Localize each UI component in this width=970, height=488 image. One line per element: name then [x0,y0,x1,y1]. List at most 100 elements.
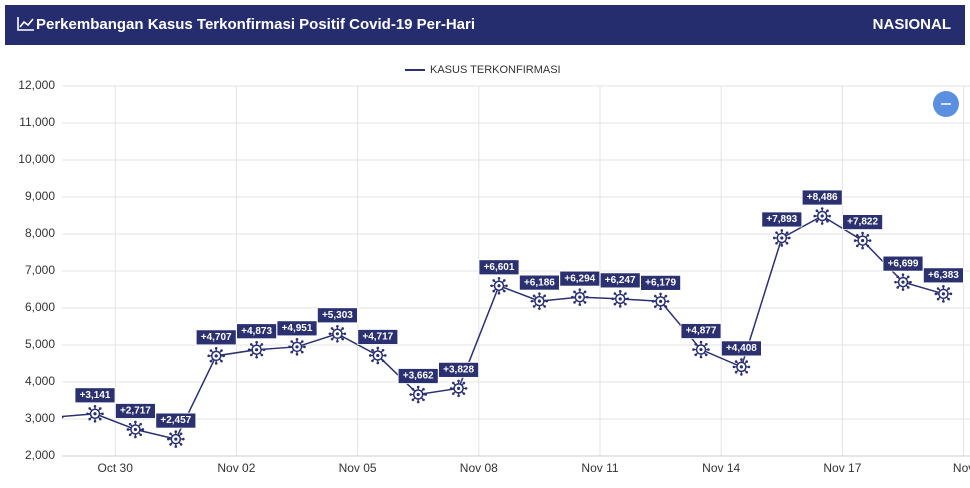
virus-marker [126,420,145,439]
virus-knob [694,353,697,357]
virus-knob [169,432,172,436]
virus-knob [775,231,778,234]
virus-knob [613,302,617,306]
data-label-box [438,361,480,378]
virus-knob [734,370,738,374]
virus-knob [901,273,905,276]
virus-knob [341,327,345,330]
x-tick-label: Nov [953,461,970,475]
virus-knob [745,370,749,374]
virus-knob [947,287,951,290]
virus-knob [573,301,576,304]
virus-knob [328,332,332,336]
x-tick-label: Nov 08 [460,461,498,475]
virus-marker [207,347,225,365]
y-tick-label: 11,000 [19,115,55,129]
virus-knob [381,348,385,352]
zoom-button[interactable] [933,91,959,117]
virus-marker [247,340,266,359]
virus-knob [93,404,97,408]
virus-core [578,295,582,299]
virus-knob [409,393,412,396]
y-tick-label: 12,000 [18,78,55,92]
virus-core [497,284,501,288]
virus-knob [93,419,97,423]
virus-knob [780,229,784,232]
y-tick-label: 4,000 [25,374,55,388]
data-label: +5,303 [322,310,353,321]
virus-knob [209,359,213,363]
virus-knob [868,239,872,242]
virus-knob [503,279,506,282]
virus-knob [694,342,697,346]
data-label-box [357,329,399,345]
virus-knob [788,236,791,240]
virus-knob [813,214,816,218]
virus-knob [624,302,627,306]
virus-knob [901,288,905,291]
virus-knob [611,297,614,301]
y-tick-label: 10,000 [18,152,55,166]
virus-knob [828,214,831,218]
virus-knob [222,354,225,358]
virus-knob [134,435,137,439]
series-line [62,215,944,440]
virus-knob [220,359,223,363]
virus-knob [290,340,293,343]
virus-knob [853,239,857,242]
data-label: +3,828 [443,365,474,376]
virus-knob [775,241,778,245]
virus-core [659,299,663,303]
data-label-box [640,274,681,291]
virus-knob [134,420,137,424]
virus-knob [416,385,420,389]
virus-knob [618,290,622,293]
virus-knob [128,422,132,426]
virus-knob [820,222,824,225]
data-label: +7,822 [847,217,878,228]
chart-icon [17,17,34,31]
virus-knob [492,279,495,282]
virus-knob [303,345,306,349]
header-bar [5,5,965,45]
data-label: +6,186 [524,277,555,288]
virus-knob [462,381,466,385]
virus-knob [745,360,749,363]
virus-knob [260,353,264,357]
data-label: +4,873 [241,326,272,337]
virus-knob [815,220,819,223]
data-label-box [316,307,358,324]
virus-knob [583,301,587,304]
virus-knob [182,437,185,441]
data-label-box [680,323,722,339]
virus-core [93,412,97,416]
virus-knob [624,292,627,295]
virus-core [295,345,299,349]
virus-knob [707,348,710,351]
virus-knob [301,340,304,343]
virus-knob [381,359,385,363]
virus-knob [371,348,374,352]
virus-core [376,353,380,358]
x-tick-label: Nov 05 [339,461,377,475]
virus-knob [88,417,91,421]
virus-knob [861,246,864,250]
virus-knob [651,300,655,303]
virus-knob [545,299,549,303]
virus-knob [126,428,130,431]
data-label: +4,707 [201,332,232,343]
virus-knob [341,337,345,341]
virus-knob [692,348,695,351]
virus-core [780,236,784,240]
data-label-box [801,189,843,206]
virus-knob [451,381,455,385]
virus-knob [934,292,938,296]
virus-marker [62,415,64,419]
virus-knob [936,287,940,290]
virus-knob [139,433,143,437]
virus-knob [62,415,64,419]
virus-knob [866,244,870,248]
x-tick-label: Nov 02 [217,461,255,475]
virus-knob [497,291,501,295]
x-tick-label: Oct 30 [98,461,134,475]
